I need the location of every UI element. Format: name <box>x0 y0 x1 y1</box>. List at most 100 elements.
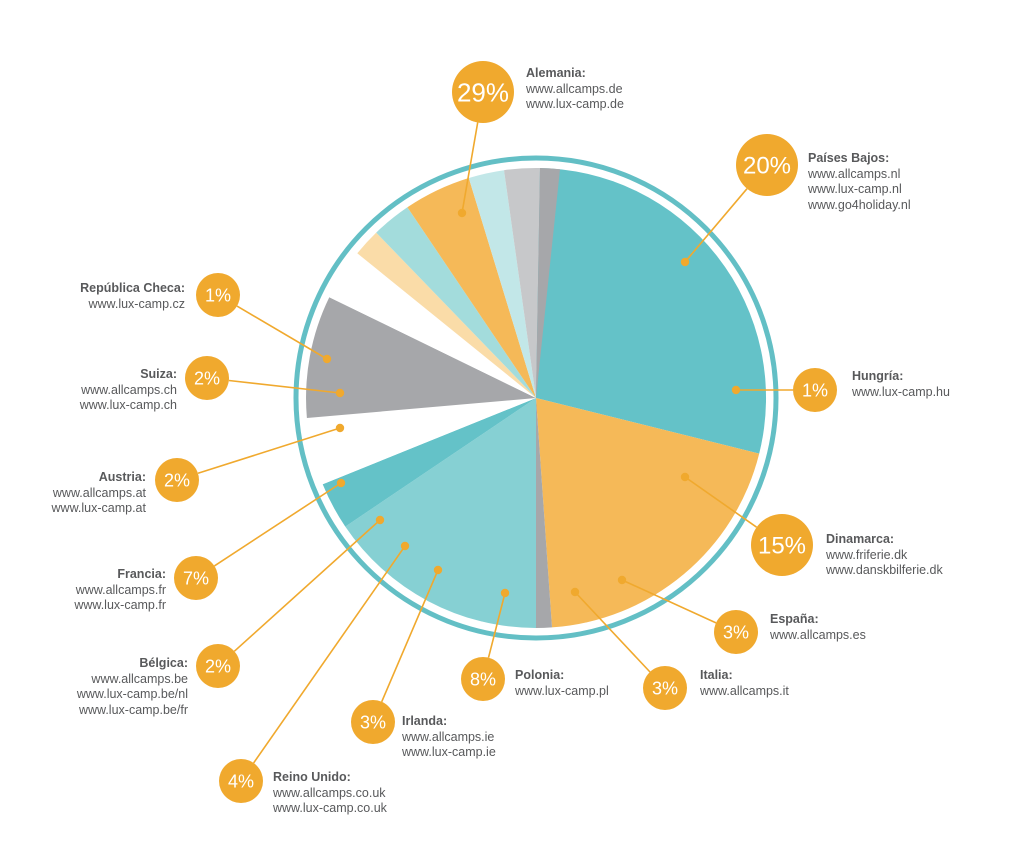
pie-slice-4 <box>322 398 536 527</box>
leader-line-13 <box>236 305 328 360</box>
percent-bubble-10 <box>174 556 218 600</box>
country-label-1: Países Bajos: www.allcamps.nl www.lux-camp… <box>808 151 911 213</box>
website-url: www.lux-camp.de <box>526 97 624 111</box>
leader-dot-7 <box>433 565 443 575</box>
website-url: www.lux-camp.be/nl <box>76 687 188 701</box>
country-name: Reino Unido: <box>273 770 351 784</box>
website-url: www.allcamps.co.uk <box>273 785 386 800</box>
leader-dot-4 <box>617 575 627 585</box>
percent-label-8: 4% <box>228 771 254 791</box>
percent-label-5: 3% <box>652 678 678 698</box>
country-name: Hungría: <box>852 369 904 383</box>
pie-slice-2 <box>536 398 552 628</box>
percent-label-7: 3% <box>360 712 386 732</box>
percent-bubble-12 <box>185 356 229 400</box>
percent-bubble-0 <box>452 61 514 123</box>
country-name: República Checa: <box>80 281 185 295</box>
pie-outer-ring <box>293 155 779 641</box>
percent-bubble-9 <box>196 644 240 688</box>
country-name: Países Bajos: <box>808 151 890 165</box>
website-url: www.lux-camp.hu <box>852 384 950 399</box>
website-url: www.lux-camp.pl <box>515 683 609 698</box>
leader-line-4 <box>621 579 717 624</box>
country-name: Italia: <box>700 668 733 682</box>
country-label-4: España: www.allcamps.es <box>770 612 866 643</box>
country-label-8: Reino Unido: www.allcamps.co.uk www.lux-ca… <box>273 770 387 817</box>
leader-dot-11 <box>335 423 345 433</box>
percent-label-1: 20% <box>743 153 791 180</box>
country-label-12: Suiza: www.allcamps.ch www.lux-camp.ch <box>80 367 177 414</box>
country-label-11: Austria: www.allcamps.at www.lux-camp.at <box>52 470 146 517</box>
percent-label-0: 29% <box>457 77 509 107</box>
website-url: www.allcamps.es <box>770 627 866 642</box>
website-url: www.danskbilferie.dk <box>826 563 943 577</box>
country-name: Alemania: <box>526 66 586 80</box>
pie-slice-12 <box>504 167 540 398</box>
country-label-5: Italia: www.allcamps.it <box>700 668 789 699</box>
website-url: www.allcamps.de <box>526 81 623 96</box>
website-url: www.go4holiday.nl <box>808 197 911 212</box>
country-name: España: <box>770 612 819 626</box>
percent-label-12: 2% <box>194 368 220 388</box>
percent-bubble-5 <box>643 666 687 710</box>
leader-line-10 <box>213 482 342 567</box>
percent-label-6: 8% <box>470 669 496 689</box>
pie-slice-11 <box>468 170 536 398</box>
percent-bubble-13 <box>196 273 240 317</box>
country-label-2: Hungría: www.lux-camp.hu <box>852 369 950 400</box>
pie-slice-1 <box>536 398 760 628</box>
leader-line-11 <box>197 427 341 475</box>
country-label-13: República Checa: www.lux-camp.cz <box>80 281 185 312</box>
country-label-0: Alemania: www.allcamps.de www.lux-camp.de <box>526 66 624 113</box>
country-name: Suiza: <box>140 367 177 381</box>
leader-dot-3 <box>680 472 690 482</box>
leader-line-3 <box>684 476 758 528</box>
percent-bubble-8 <box>219 759 263 803</box>
country-name: Bélgica: <box>139 656 188 670</box>
pie-slice-9 <box>376 207 536 398</box>
pie-slice-13 <box>536 168 560 398</box>
country-label-7: Irlanda: www.allcamps.ie www.lux-camp.ie <box>402 714 496 761</box>
website-url: www.lux-camp.fr <box>74 598 166 612</box>
country-name: Austria: <box>98 470 146 484</box>
percent-bubble-6 <box>461 657 505 701</box>
leader-dot-8 <box>400 541 410 551</box>
percent-label-9: 2% <box>205 656 231 676</box>
website-url: www.lux-camp.at <box>51 501 146 515</box>
pie-slice-6 <box>306 297 536 418</box>
website-url: www.lux-camp.be/fr <box>78 702 188 717</box>
website-url: www.lux-camp.cz <box>88 296 185 311</box>
website-url: www.allcamps.be <box>91 671 188 686</box>
pie-slice-5 <box>306 398 536 485</box>
percent-label-13: 1% <box>205 285 231 305</box>
website-url: www.allcamps.it <box>700 683 789 698</box>
website-url: www.allcamps.ch <box>81 382 177 397</box>
leader-line-12 <box>228 379 341 394</box>
percent-bubble-4 <box>714 610 758 654</box>
percent-label-10: 7% <box>183 568 209 588</box>
leader-dot-0 <box>457 208 467 218</box>
leader-dot-10 <box>336 478 346 488</box>
leader-dot-1 <box>680 257 690 267</box>
pie-slice-3 <box>345 398 536 628</box>
leader-line-0 <box>461 122 479 214</box>
country-label-10: Francia: www.allcamps.fr www.lux-camp.fr <box>74 567 166 614</box>
pie-slice-0 <box>536 167 767 454</box>
percent-label-2: 1% <box>802 380 828 400</box>
leader-dot-9 <box>375 515 385 525</box>
country-name: Irlanda: <box>402 714 448 728</box>
leader-dot-12 <box>335 388 345 398</box>
website-url: www.lux-camp.ch <box>79 398 177 412</box>
country-name: Francia: <box>117 567 166 581</box>
pie-slice-8 <box>357 232 536 398</box>
website-url: www.lux-camp.ie <box>402 745 496 759</box>
percent-bubble-1 <box>736 134 798 196</box>
leader-line-8 <box>252 545 406 764</box>
leader-line-7 <box>380 569 439 703</box>
pie-slice-7 <box>329 253 536 398</box>
leader-line-1 <box>684 188 748 263</box>
percent-label-11: 2% <box>164 470 190 490</box>
country-name: Polonia: <box>515 668 565 682</box>
percent-bubble-7 <box>351 700 395 744</box>
